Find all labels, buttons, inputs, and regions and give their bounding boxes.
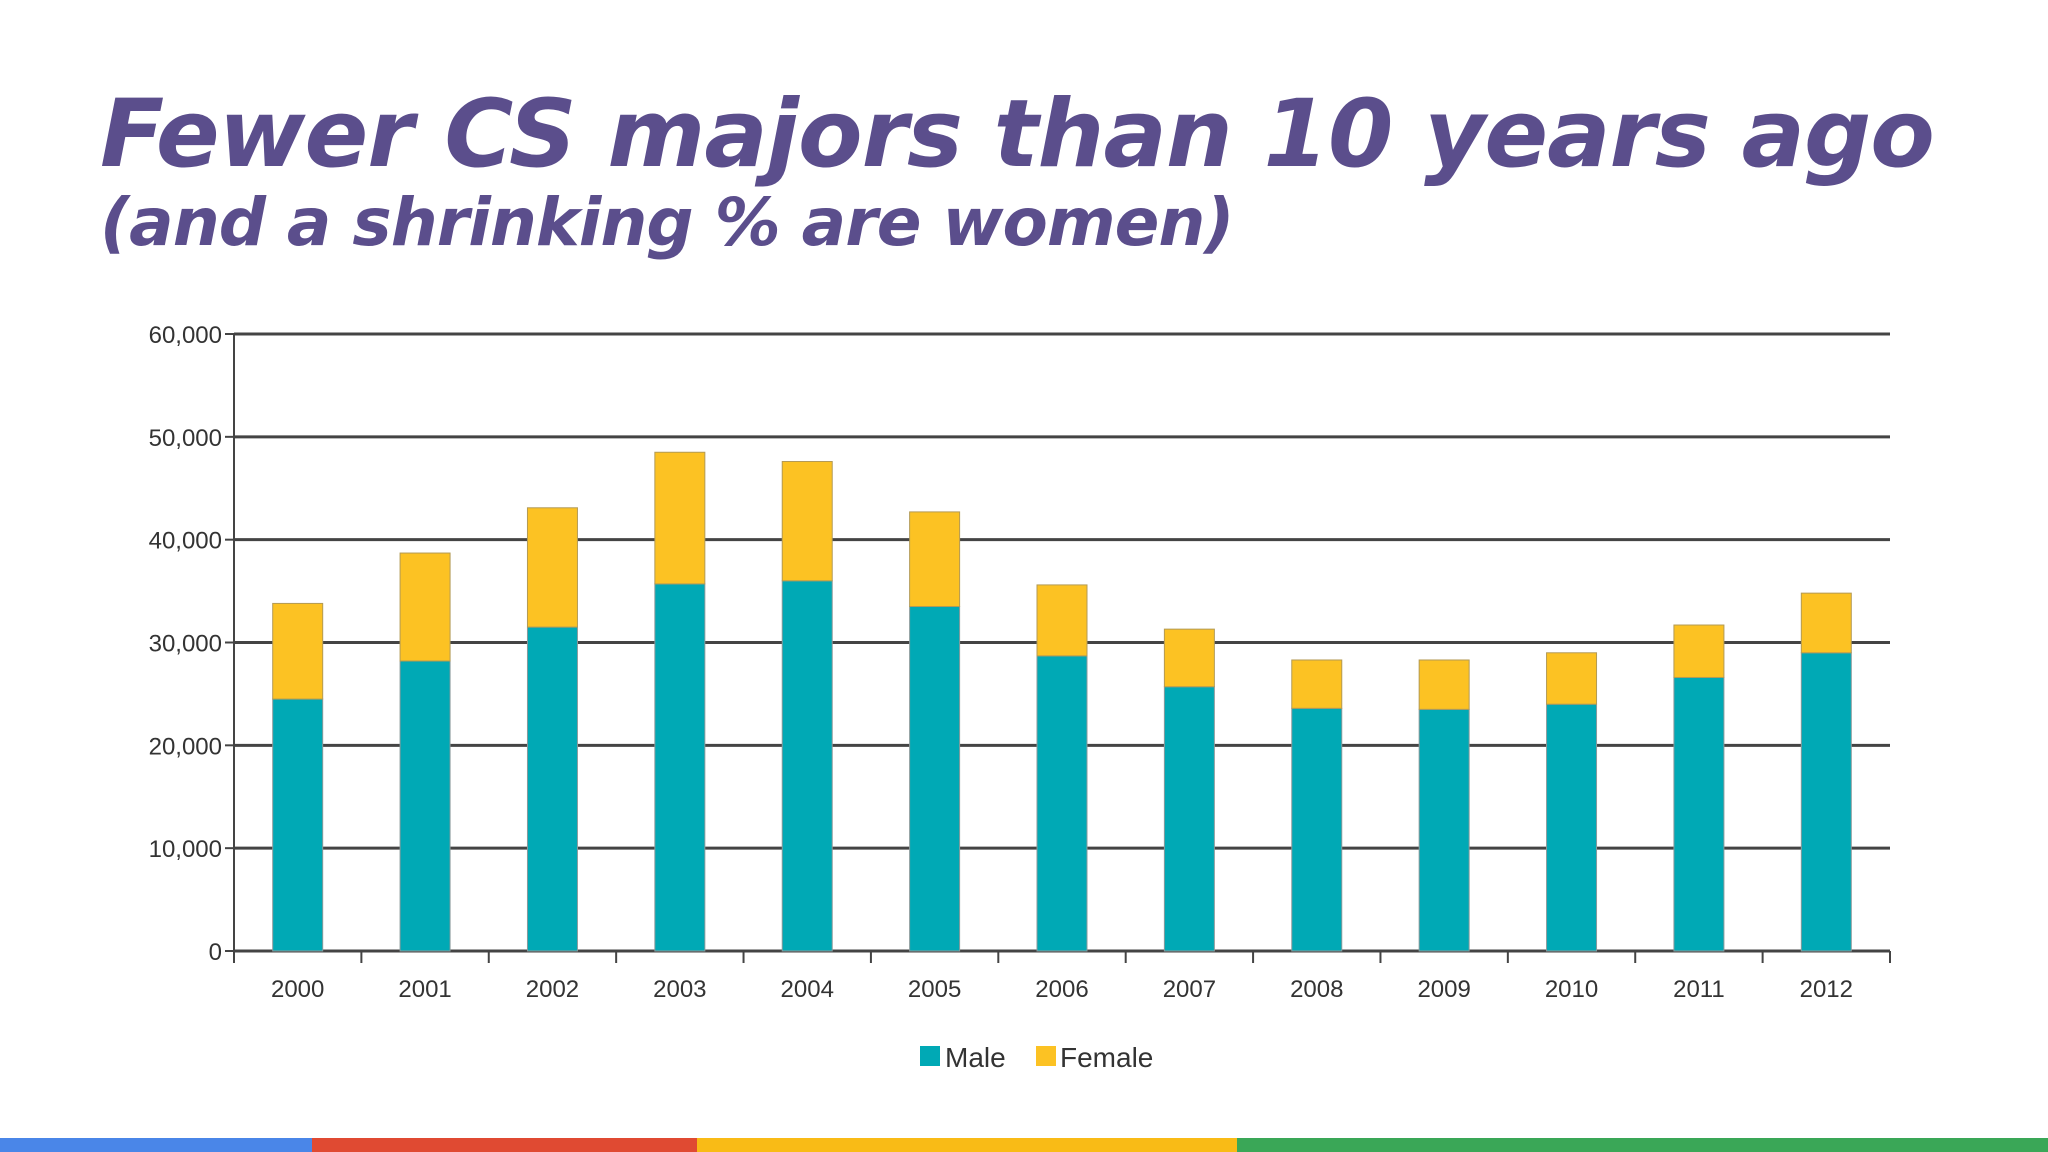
x-tick-label: 2008 [1290, 976, 1343, 1003]
bar-male-2005 [909, 606, 961, 952]
x-tick-label: 2002 [526, 976, 579, 1003]
legend: Male Female [920, 1042, 1153, 1073]
bar-male-2001 [399, 660, 451, 952]
x-tick-label: 2003 [653, 976, 706, 1003]
y-tick-label: 20,000 [149, 733, 222, 760]
bar-male-2006 [1036, 655, 1088, 952]
stripe-segment [0, 1138, 312, 1152]
stripe-segment [312, 1138, 697, 1152]
bar-male-2002 [526, 626, 578, 952]
y-tick-label: 30,000 [149, 631, 222, 658]
stripe-segment [697, 1138, 1237, 1152]
x-tick-label: 2006 [1035, 976, 1088, 1003]
bar-female-2012 [1800, 592, 1852, 654]
y-tick-label: 10,000 [149, 836, 222, 863]
bar-female-2000 [272, 602, 324, 700]
bar-female-2010 [1546, 652, 1598, 705]
x-tick-label: 2005 [908, 976, 961, 1003]
bar-female-2006 [1036, 584, 1088, 657]
bar-male-2012 [1800, 652, 1852, 952]
bars [272, 451, 1852, 952]
bar-male-2000 [272, 698, 324, 952]
bar-female-2009 [1418, 659, 1470, 710]
bar-male-2003 [654, 583, 706, 952]
bar-female-2001 [399, 552, 451, 662]
bar-male-2011 [1673, 676, 1725, 952]
bar-female-2005 [909, 511, 961, 608]
x-tick-label: 2001 [398, 976, 451, 1003]
bar-male-2010 [1546, 703, 1598, 952]
x-tick-label: 2004 [781, 976, 834, 1003]
slide-subtitle: (and a shrinking % are women) [100, 184, 1235, 261]
bar-male-2009 [1418, 708, 1470, 952]
y-tick-label: 60,000 [149, 322, 222, 349]
stripe-segment [1237, 1138, 2048, 1152]
legend-female-label: Female [1060, 1042, 1153, 1073]
x-tick-label: 2011 [1673, 976, 1725, 1003]
bar-female-2003 [654, 451, 706, 585]
x-tick-label: 2012 [1800, 976, 1853, 1003]
x-tick-label: 2000 [271, 976, 324, 1003]
bar-female-2008 [1291, 659, 1343, 709]
y-tick-label: 40,000 [149, 528, 222, 555]
legend-male-swatch [920, 1046, 940, 1066]
slide-title: Fewer CS majors than 10 years ago [100, 80, 1935, 189]
x-tick-label: 2007 [1163, 976, 1216, 1003]
bar-female-2011 [1673, 624, 1725, 678]
bar-female-2007 [1163, 628, 1215, 688]
y-tick-label: 50,000 [149, 425, 222, 452]
x-axis: 2000 2001 2002 2003 2004 2005 2006 2007 2008 2009… [233, 951, 1891, 1003]
x-tick-label: 2010 [1545, 976, 1598, 1003]
legend-female-swatch [1036, 1046, 1056, 1066]
bar-male-2008 [1291, 707, 1343, 952]
y-axis: 0 10,000 20,000 30,000 40,000 50,000 60,000 [149, 322, 235, 966]
legend-male-label: Male [945, 1042, 1006, 1073]
bar-female-2004 [781, 461, 833, 582]
bar-male-2007 [1163, 686, 1215, 952]
bar-male-2004 [781, 580, 833, 952]
x-tick-label: 2009 [1417, 976, 1470, 1003]
y-tick-label: 0 [209, 939, 222, 966]
bar-female-2002 [526, 507, 578, 628]
